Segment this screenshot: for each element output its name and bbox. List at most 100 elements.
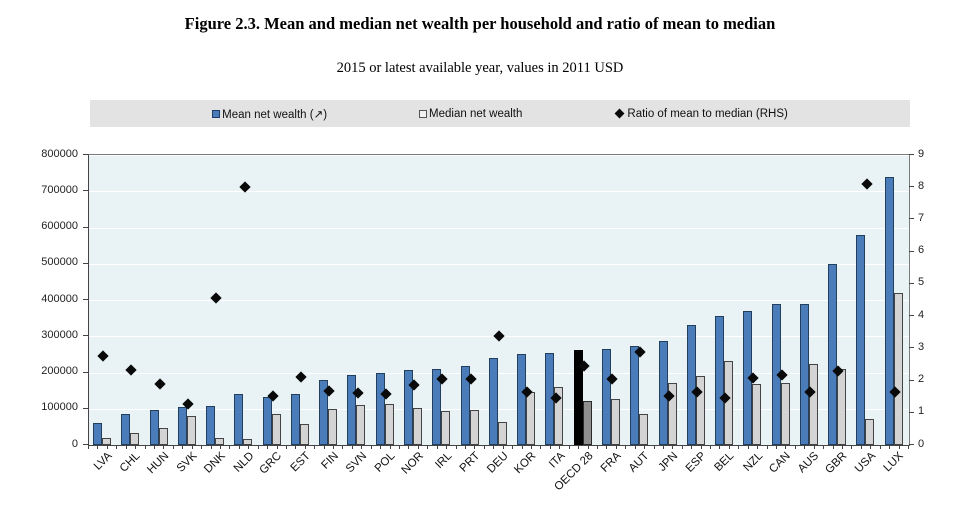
median-bar — [469, 409, 479, 445]
x-axis-tick — [625, 445, 627, 449]
mean-bar — [93, 423, 102, 445]
x-axis-tick — [662, 445, 664, 449]
mean-bar — [828, 263, 838, 445]
x-axis-tick — [380, 445, 382, 449]
median-bar — [667, 382, 677, 445]
x-axis-tick — [88, 445, 89, 449]
left-axis-tick — [83, 262, 88, 264]
x-axis-tick — [804, 445, 806, 449]
right-axis-tick — [909, 186, 914, 188]
x-axis-tick — [408, 445, 410, 449]
left-axis-tick — [83, 299, 88, 300]
right-axis-tick-label: 2 — [918, 373, 925, 386]
x-axis-label: POL — [372, 450, 398, 475]
x-axis-tick — [361, 445, 363, 449]
x-axis-tick — [559, 445, 561, 449]
mean-bar — [630, 346, 640, 445]
median-bar — [413, 407, 423, 445]
median-bar — [695, 376, 705, 445]
median-bar — [497, 421, 507, 445]
left-axis-tick-label: 0 — [71, 437, 78, 450]
x-axis-tick — [201, 445, 203, 449]
x-axis-label: NLD — [231, 450, 257, 475]
median-bar — [356, 405, 366, 445]
left-axis-tick-label: 300000 — [41, 328, 78, 341]
median-bar — [102, 438, 111, 445]
x-axis-tick — [766, 445, 768, 449]
legend-item-mean: Mean net wealth (↗) — [212, 107, 327, 121]
median-bar — [780, 383, 790, 445]
mean-bar — [601, 349, 611, 445]
median-bar-highlight — [582, 400, 592, 445]
x-axis-label: PRT — [457, 450, 483, 475]
gridline — [89, 408, 909, 410]
x-axis-tick — [417, 445, 419, 449]
x-axis-tick — [465, 445, 466, 449]
legend-item-median: Median net wealth — [419, 108, 522, 120]
median-bar — [837, 369, 847, 445]
right-axis-tick — [909, 282, 914, 284]
x-axis-label: DNK — [202, 450, 228, 476]
x-axis-tick — [248, 445, 250, 449]
mean-bar — [432, 368, 442, 445]
mean-bar — [290, 393, 300, 445]
x-axis-tick — [719, 445, 721, 449]
ratio-diamond — [125, 364, 138, 376]
left-axis-tick — [83, 154, 88, 155]
x-axis-tick — [908, 445, 909, 449]
x-axis-tick — [710, 445, 712, 449]
x-axis-tick — [446, 445, 448, 449]
left-axis-tick — [83, 407, 88, 409]
x-axis-tick — [898, 445, 900, 449]
x-axis-tick — [172, 445, 174, 449]
x-axis-label: SVN — [343, 450, 370, 476]
x-axis-tick — [285, 445, 287, 449]
x-axis-tick — [700, 445, 702, 449]
x-axis-tick — [540, 445, 542, 449]
right-axis-tick-label: 9 — [918, 147, 925, 160]
x-axis-tick — [596, 445, 598, 449]
gridline — [89, 372, 909, 374]
x-axis-tick — [493, 445, 495, 449]
left-axis-tick — [83, 226, 88, 228]
mean-bar — [856, 234, 866, 445]
left-axis-tick-label: 600000 — [41, 220, 78, 232]
mean-bar-highlight — [573, 350, 583, 445]
mean-bar — [715, 315, 725, 445]
mean-bar — [799, 304, 809, 445]
x-axis-tick — [530, 445, 532, 449]
x-axis-tick — [314, 445, 316, 449]
x-axis-tick — [653, 445, 655, 449]
x-axis-label: AUS — [796, 450, 822, 476]
x-axis-tick — [455, 445, 457, 449]
figure-subtitle: 2015 or latest available year, values in… — [336, 60, 624, 76]
x-axis-tick — [474, 445, 476, 449]
x-axis-tick — [794, 445, 796, 449]
x-axis-tick — [389, 445, 391, 449]
x-axis-tick — [229, 445, 231, 449]
mean-bar — [149, 410, 159, 445]
ratio-diamond-swatch-icon — [614, 108, 625, 119]
x-axis-tick — [512, 445, 514, 449]
x-axis-tick — [342, 445, 344, 449]
median-bar — [752, 384, 762, 445]
x-axis-tick — [436, 445, 438, 449]
mean-bar — [517, 354, 527, 445]
right-axis-tick-label: 5 — [918, 276, 925, 289]
x-axis-tick — [97, 445, 99, 449]
right-axis-tick — [909, 444, 914, 445]
x-axis-label: FIN — [319, 450, 341, 472]
x-axis-tick — [304, 445, 306, 449]
x-axis-tick — [295, 445, 297, 449]
x-axis-tick — [219, 445, 221, 449]
x-axis-label: GRC — [257, 450, 285, 477]
x-axis-label: DEU — [484, 450, 511, 476]
x-axis-tick — [427, 445, 429, 449]
mean-bar — [206, 405, 216, 445]
mean-bar — [884, 176, 894, 445]
median-bar — [243, 438, 253, 445]
left-axis-tick-label: 200000 — [41, 365, 78, 377]
chart-legend: Mean net wealth (↗) Median net wealth Ra… — [90, 100, 910, 127]
right-axis-tick — [909, 250, 914, 252]
x-axis-tick — [351, 445, 353, 449]
